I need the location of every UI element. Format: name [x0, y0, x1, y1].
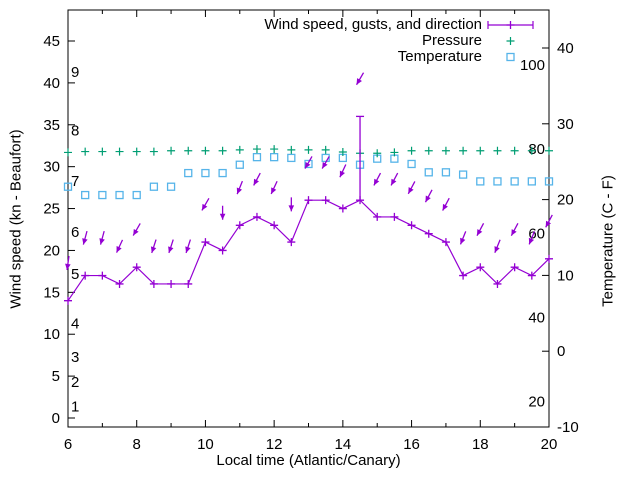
temp-axis-tick-label: 40 [557, 40, 574, 57]
legend-label-pressure: Pressure [421, 32, 482, 49]
fahrenheit-scale-labels: 20 40 60 80 100 [520, 57, 545, 411]
x-tick-label: 14 [335, 436, 352, 453]
wind-axis-tick-label: 40 [43, 75, 60, 92]
wind-axis-tick-label: 15 [43, 284, 60, 301]
beaufort-label: 3 [71, 349, 79, 366]
wind-axis-tick-label: 0 [52, 410, 60, 427]
beaufort-label: 4 [71, 315, 79, 332]
wind-direction-arrows [65, 72, 553, 271]
x-tick-label: 6 [64, 436, 72, 453]
wind-axis-tick-label: 25 [43, 201, 60, 218]
temp-axis-tick-label: 10 [557, 267, 574, 284]
beaufort-scale-labels: 1 2 3 4 5 6 7 8 9 [71, 64, 79, 415]
x-tick-label: 8 [133, 436, 141, 453]
beaufort-label: 2 [71, 374, 79, 391]
y-left-tick-labels: 0 5 10 15 20 25 30 35 40 45 [43, 33, 60, 427]
legend-label-wind: Wind speed, gusts, and direction [264, 16, 482, 33]
fahrenheit-label: 40 [528, 310, 545, 327]
temp-axis-tick-label: 30 [557, 116, 574, 133]
beaufort-label: 6 [71, 224, 79, 241]
wind-axis-tick-label: 45 [43, 33, 60, 50]
beaufort-label: 8 [71, 123, 79, 140]
y-right-tick-labels: -10 0 10 20 30 40 [557, 40, 579, 436]
beaufort-label: 1 [71, 398, 79, 415]
fahrenheit-label: 100 [520, 57, 545, 74]
wind-axis-tick-label: 30 [43, 159, 60, 176]
beaufort-label: 7 [71, 173, 79, 190]
x-tick-label: 18 [472, 436, 489, 453]
fahrenheit-label: 20 [528, 394, 545, 411]
y-axis-title-left: Wind speed (kn - Beaufort) [7, 129, 25, 309]
pressure-series [64, 145, 553, 158]
wind-axis-tick-label: 10 [43, 326, 60, 343]
fahrenheit-label: 60 [528, 225, 545, 242]
x-tick-label: 10 [197, 436, 214, 453]
beaufort-label: 9 [71, 64, 79, 81]
y-axis-title-right: Temperature (C - F) [599, 175, 617, 307]
x-tick-label: 20 [541, 436, 558, 453]
wind-axis-tick-label: 5 [52, 368, 60, 385]
x-tick-labels: 6 8 10 12 14 16 18 20 [64, 436, 558, 453]
temp-axis-tick-label: 20 [557, 192, 574, 209]
wind-axis-tick-label: 35 [43, 117, 60, 134]
x-tick-label: 12 [266, 436, 283, 453]
wind-axis-tick-label: 20 [43, 242, 60, 259]
x-tick-label: 16 [403, 436, 420, 453]
temperature-series [63, 153, 554, 200]
fahrenheit-label: 80 [528, 141, 545, 158]
plot-border-and-ticks [67, 9, 550, 428]
beaufort-label: 5 [71, 266, 79, 283]
legend-marker-samples [487, 21, 534, 62]
legend-label-temperature: Temperature [397, 48, 482, 65]
wind-series [64, 115, 553, 305]
temp-axis-tick-label: 0 [557, 343, 565, 360]
temp-axis-tick-label: -10 [557, 419, 579, 436]
x-axis-title: Local time (Atlantic/Canary) [216, 452, 401, 469]
